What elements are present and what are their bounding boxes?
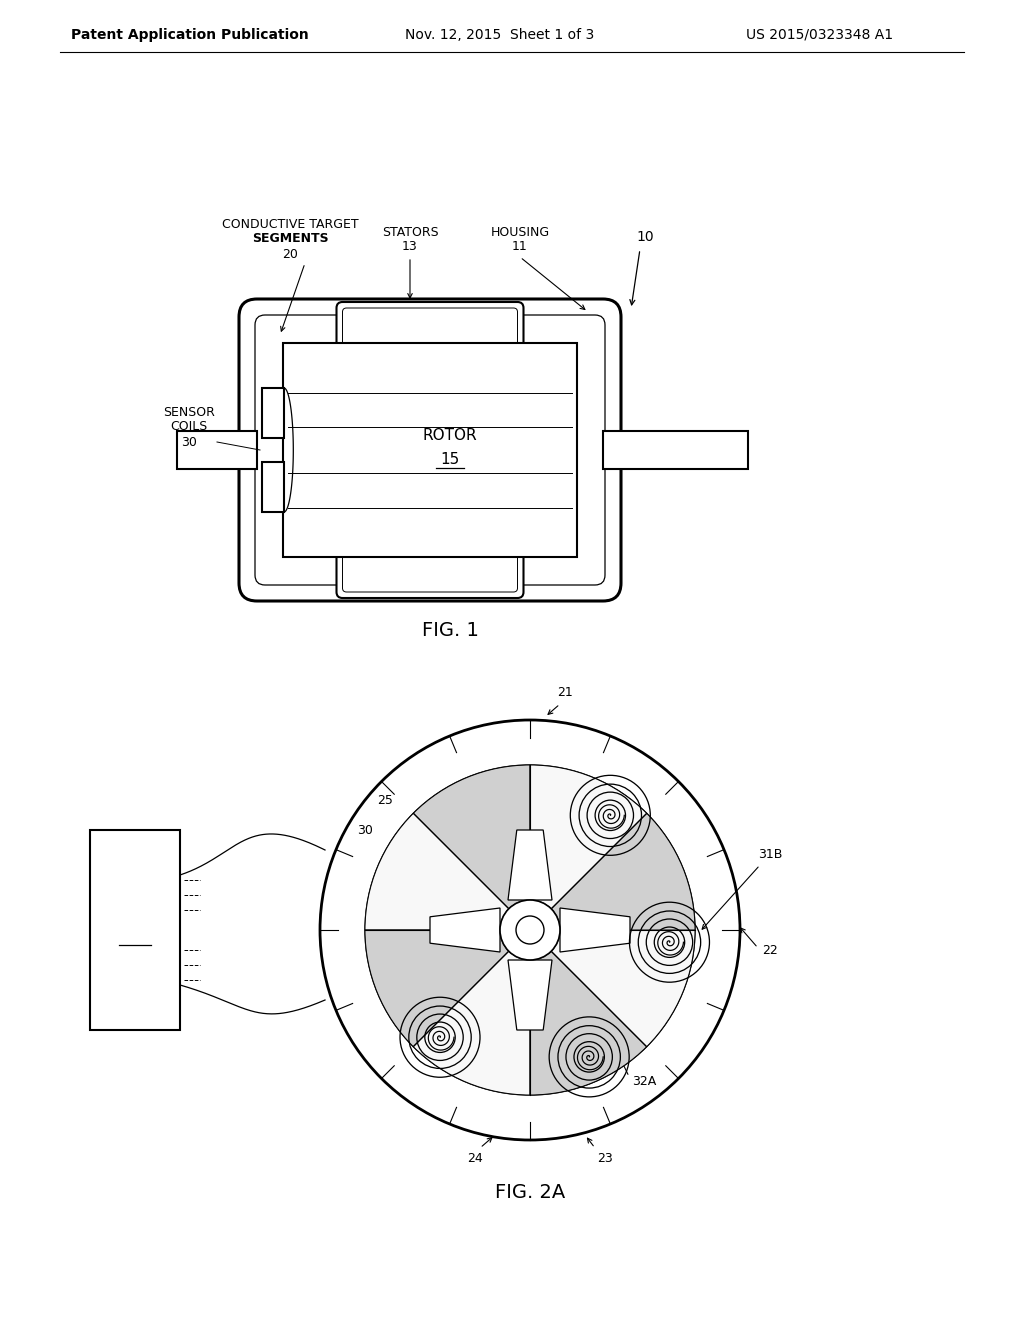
Text: SEGMENTS: SEGMENTS	[252, 232, 329, 246]
Text: IDC: IDC	[122, 904, 148, 920]
Wedge shape	[530, 766, 647, 908]
Text: 20: 20	[282, 248, 298, 261]
Wedge shape	[365, 931, 509, 1047]
Bar	[262, 462, 284, 512]
Text: STATORS: STATORS	[382, 226, 438, 239]
Text: 31B: 31B	[758, 849, 782, 862]
Text: 31A: 31A	[570, 821, 594, 834]
Circle shape	[319, 719, 740, 1140]
Text: 15: 15	[440, 453, 460, 467]
Wedge shape	[414, 766, 530, 908]
Text: FIG. 1: FIG. 1	[422, 622, 478, 640]
Text: 30: 30	[357, 824, 373, 837]
Text: HOUSING: HOUSING	[490, 226, 550, 239]
Text: 10: 10	[636, 230, 653, 244]
Text: CONDUCTIVE TARGET: CONDUCTIVE TARGET	[221, 219, 358, 231]
FancyBboxPatch shape	[337, 302, 523, 352]
Text: 30: 30	[181, 436, 197, 449]
FancyBboxPatch shape	[239, 300, 621, 601]
Text: 25: 25	[377, 793, 393, 807]
Text: 32B: 32B	[408, 995, 432, 1008]
Wedge shape	[551, 931, 695, 1047]
Polygon shape	[508, 960, 552, 1030]
Polygon shape	[430, 908, 500, 952]
Wedge shape	[530, 952, 647, 1096]
Bar	[262, 388, 284, 438]
Text: 22: 22	[762, 944, 778, 957]
Wedge shape	[551, 813, 695, 931]
Bar	[90, 830, 180, 1030]
Text: Nov. 12, 2015  Sheet 1 of 3: Nov. 12, 2015 Sheet 1 of 3	[406, 28, 595, 42]
Text: 32A: 32A	[632, 1076, 656, 1089]
Text: 13: 13	[402, 240, 418, 253]
Polygon shape	[508, 830, 552, 900]
Bar	[603, 432, 748, 469]
Text: 15: 15	[427, 818, 443, 832]
FancyBboxPatch shape	[342, 554, 517, 591]
Circle shape	[365, 766, 695, 1096]
Text: US 2015/0323348 A1: US 2015/0323348 A1	[746, 28, 894, 42]
Bar	[177, 432, 257, 469]
Polygon shape	[560, 908, 630, 952]
FancyBboxPatch shape	[255, 315, 605, 585]
Text: 21: 21	[557, 685, 572, 698]
Text: 24: 24	[467, 1151, 483, 1164]
Text: 23: 23	[597, 1151, 613, 1164]
Wedge shape	[414, 952, 530, 1096]
Wedge shape	[365, 813, 509, 931]
Circle shape	[516, 916, 544, 944]
Text: ROTOR: ROTOR	[423, 428, 477, 442]
FancyBboxPatch shape	[342, 308, 517, 346]
Text: SENSOR: SENSOR	[163, 405, 215, 418]
FancyBboxPatch shape	[337, 548, 523, 598]
Circle shape	[500, 900, 560, 960]
Text: 50: 50	[125, 928, 144, 942]
Text: COILS: COILS	[170, 420, 208, 433]
Text: 11: 11	[512, 240, 528, 253]
Bar	[283, 343, 577, 557]
Text: Patent Application Publication: Patent Application Publication	[71, 28, 309, 42]
Text: FIG. 2A: FIG. 2A	[495, 1183, 565, 1201]
